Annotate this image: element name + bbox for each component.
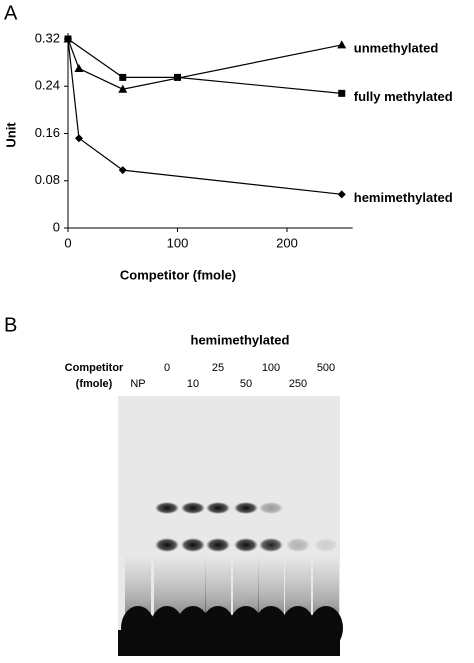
x-tick-label: 200	[276, 235, 298, 250]
series-line	[67, 38, 342, 195]
y-tick-label: 0.08	[35, 172, 60, 187]
band	[259, 502, 283, 514]
marker	[74, 64, 84, 73]
band	[181, 502, 205, 514]
band	[155, 502, 179, 514]
lane-label: 250	[289, 378, 307, 390]
band	[155, 538, 179, 552]
marker	[337, 190, 346, 199]
series-line	[67, 38, 342, 90]
lane-label: 10	[187, 378, 199, 390]
series-label: unmethylated	[354, 40, 439, 55]
marker	[64, 35, 72, 44]
y-tick-label: 0	[53, 219, 60, 234]
band	[234, 538, 258, 552]
lane-label: 100	[262, 362, 280, 374]
lane-label: NP	[130, 378, 145, 390]
band	[314, 538, 338, 552]
y-axis-title: Unit	[3, 122, 18, 148]
series-label: hemimethylated	[354, 190, 453, 205]
band	[206, 538, 230, 552]
band	[259, 538, 283, 552]
panel-label: A	[4, 2, 18, 24]
gel-lanes	[118, 502, 343, 656]
competitor-label: Competitor	[65, 362, 124, 374]
y-tick-label: 0.16	[35, 125, 60, 140]
marker	[119, 73, 127, 81]
x-tick-label: 100	[167, 235, 189, 250]
marker	[118, 166, 127, 175]
band	[286, 538, 310, 552]
plot: 0 0.08 0.16 0.24 0.32 0 100 200 unmethylated full…	[35, 30, 453, 250]
marker	[337, 40, 347, 49]
gel-bottom	[118, 630, 340, 656]
x-tick-label: 0	[64, 235, 71, 250]
lane-label: 0	[164, 362, 170, 374]
band	[234, 502, 258, 514]
marker	[74, 134, 83, 143]
series-line	[67, 38, 342, 94]
gel-title: hemimethylated	[191, 332, 290, 347]
lane-label: 500	[317, 362, 335, 374]
marker	[174, 73, 181, 81]
lane-label: 25	[212, 362, 224, 374]
band	[181, 538, 205, 552]
x-axis-title: Competitor (fmole)	[120, 267, 236, 282]
lane-label: 50	[240, 378, 252, 390]
band	[206, 502, 230, 514]
unit-label: (fmole)	[76, 378, 113, 390]
y-tick-label: 0.24	[35, 78, 60, 93]
y-tick-label: 0.32	[35, 30, 60, 45]
panel-label: B	[4, 314, 17, 336]
marker	[338, 89, 346, 97]
series-label: fully methylated	[354, 89, 453, 104]
marker	[118, 84, 128, 93]
